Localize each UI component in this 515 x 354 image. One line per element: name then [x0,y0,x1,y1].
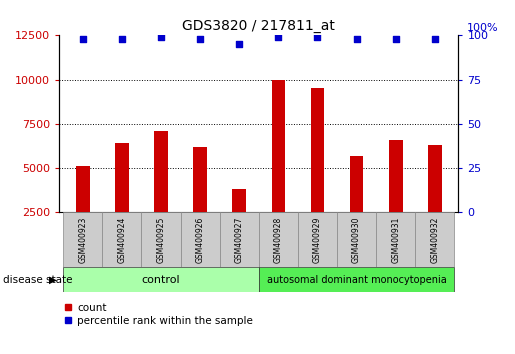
Point [157,34,165,40]
Bar [220,212,259,267]
Point [274,34,282,40]
Point [431,36,439,42]
Point [235,41,244,47]
Point [391,36,400,42]
Bar [389,140,403,257]
Point [118,36,126,42]
Point [313,34,321,40]
Text: GSM400926: GSM400926 [196,217,204,263]
Text: GSM400931: GSM400931 [391,217,400,263]
Bar [154,131,168,257]
Text: 100%: 100% [467,23,499,33]
Bar [181,212,220,267]
Text: GSM400925: GSM400925 [157,217,165,263]
Text: GSM400927: GSM400927 [235,217,244,263]
Bar [337,212,376,267]
Bar [63,212,102,267]
Legend: count, percentile rank within the sample: count, percentile rank within the sample [64,303,253,326]
Bar [259,267,454,292]
Bar [232,189,246,257]
Text: ▶: ▶ [49,275,57,285]
Point [79,36,87,42]
Bar [193,147,207,257]
Text: control: control [142,275,180,285]
Bar [271,80,285,257]
Bar [428,145,442,257]
Point [196,36,204,42]
Bar [259,212,298,267]
Text: GSM400928: GSM400928 [274,217,283,263]
Text: disease state: disease state [3,275,72,285]
Bar [298,212,337,267]
Bar [311,88,324,257]
Bar [102,212,142,267]
Bar [376,212,415,267]
Bar [350,156,364,257]
Text: autosomal dominant monocytopenia: autosomal dominant monocytopenia [267,275,447,285]
Text: GSM400932: GSM400932 [431,217,439,263]
Bar [415,212,454,267]
Title: GDS3820 / 217811_at: GDS3820 / 217811_at [182,19,335,33]
Bar [63,267,259,292]
Bar [76,166,90,257]
Point [352,36,360,42]
Bar [115,143,129,257]
Text: GSM400923: GSM400923 [78,217,87,263]
Text: GSM400924: GSM400924 [117,217,126,263]
Bar [142,212,181,267]
Text: GSM400930: GSM400930 [352,217,361,263]
Text: GSM400929: GSM400929 [313,217,322,263]
